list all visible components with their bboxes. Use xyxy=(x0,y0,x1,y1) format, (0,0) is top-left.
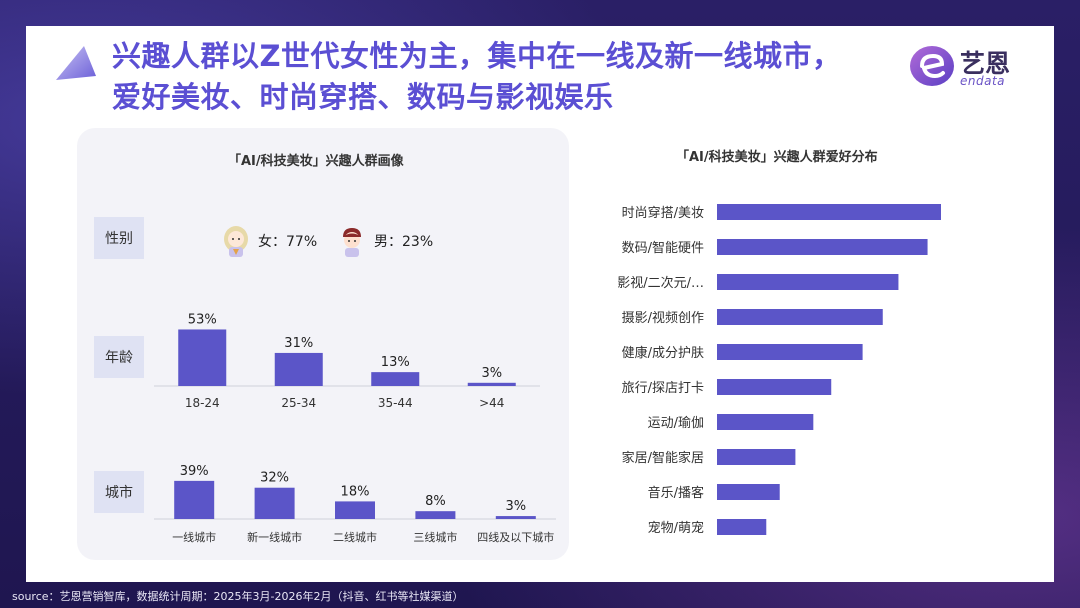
hobby-category-label: 影视/二次元/… xyxy=(617,275,704,291)
hobby-bar xyxy=(717,274,899,290)
profile-panel-title: 「AI/科技美妆」兴趣人群画像 xyxy=(228,154,404,169)
logo-sub: endata xyxy=(960,74,1006,88)
headline-line-2: 爱好美妆、时尚穿搭、数码与影视娱乐 xyxy=(112,80,614,114)
male-avatar-icon xyxy=(343,228,361,257)
source-note: source：艺恩营销智库，数据统计周期：2025年3月-2026年2月（抖音、… xyxy=(12,590,464,603)
city-row-label: 城市 xyxy=(94,471,144,513)
hobby-bar xyxy=(717,309,883,325)
value-label: 3% xyxy=(505,499,526,514)
value-label: 18% xyxy=(341,484,370,499)
value-label: 39% xyxy=(180,464,209,479)
headline-line-1: 兴趣人群以Z世代女性为主，集中在一线及新一线城市， xyxy=(112,39,842,73)
value-label: 13% xyxy=(381,355,410,370)
female-ratio: 女：77% xyxy=(258,234,318,250)
hobby-chart-title: 「AI/科技美妆」兴趣人群爱好分布 xyxy=(676,150,878,165)
bar-18-24 xyxy=(178,329,227,386)
category-label: 35-44 xyxy=(378,396,413,410)
male-ratio: 男：23% xyxy=(374,234,434,250)
headline: 兴趣人群以Z世代女性为主，集中在一线及新一线城市， 爱好美妆、时尚穿搭、数码与影… xyxy=(112,36,902,118)
hobby-category-label: 数码/智能硬件 xyxy=(622,241,704,256)
category-label: 新一线城市 xyxy=(247,530,302,544)
category-label: 一线城市 xyxy=(172,530,216,544)
hobby-bar xyxy=(717,414,814,430)
value-label: 53% xyxy=(188,312,217,327)
hobby-category-label: 摄影/视频创作 xyxy=(622,311,704,326)
age-bar-chart: 53% 18-24 31% 25-34 13% 35-44 3% >44 xyxy=(154,312,540,410)
hobby-bar xyxy=(717,379,832,395)
value-label: 3% xyxy=(481,366,502,381)
hobby-category-label: 家居/智能家居 xyxy=(622,450,704,466)
hobby-category-label: 时尚穿搭/美妆 xyxy=(622,205,704,221)
category-label: 三线城市 xyxy=(413,530,457,544)
female-avatar-icon xyxy=(224,226,248,257)
hobby-category-label: 旅行/探店打卡 xyxy=(622,381,704,396)
hobby-bar xyxy=(717,344,863,360)
hobby-category-label: 健康/成分护肤 xyxy=(622,345,704,361)
bar-一线城市 xyxy=(174,480,215,519)
endata-logo-icon xyxy=(910,46,954,86)
category-label: >44 xyxy=(479,396,504,410)
bar->44 xyxy=(467,382,516,386)
category-label: 二线城市 xyxy=(333,530,377,544)
bar-四线及以下城市 xyxy=(495,516,536,519)
hobby-category-label: 运动/瑜伽 xyxy=(648,416,704,431)
category-label: 四线及以下城市 xyxy=(477,530,554,544)
city-bar-chart: 39% 一线城市 32% 新一线城市 18% 二线城市 8% 三线城市 3% 四线及以下城市 xyxy=(154,464,556,544)
male-stat: 男：23% xyxy=(338,222,433,260)
hobby-bar xyxy=(717,484,780,500)
hobby-category-label: 宠物/萌宠 xyxy=(648,520,704,536)
bar-25-34 xyxy=(274,352,323,386)
bar-35-44 xyxy=(371,372,420,386)
hobby-category-label: 音乐/播客 xyxy=(648,485,704,501)
category-label: 18-24 xyxy=(185,396,220,410)
category-label: 25-34 xyxy=(281,396,316,410)
hobby-bar xyxy=(717,204,941,220)
female-stat: 女：77% xyxy=(222,222,317,260)
bar-新一线城市 xyxy=(254,487,295,519)
value-label: 32% xyxy=(260,471,289,486)
logo-name: 艺恩 xyxy=(960,49,1011,78)
profile-panel xyxy=(77,128,569,560)
bar-二线城市 xyxy=(335,501,375,519)
age-row-label: 年龄 xyxy=(94,336,144,378)
hobby-bar xyxy=(717,239,928,255)
title-decoration-icon xyxy=(56,46,96,80)
value-label: 31% xyxy=(284,336,313,351)
bar-三线城市 xyxy=(415,511,456,519)
hobby-bar xyxy=(717,519,767,535)
gender-row-label: 性别 xyxy=(94,217,144,259)
hobby-bar xyxy=(717,449,796,465)
value-label: 8% xyxy=(425,494,446,509)
